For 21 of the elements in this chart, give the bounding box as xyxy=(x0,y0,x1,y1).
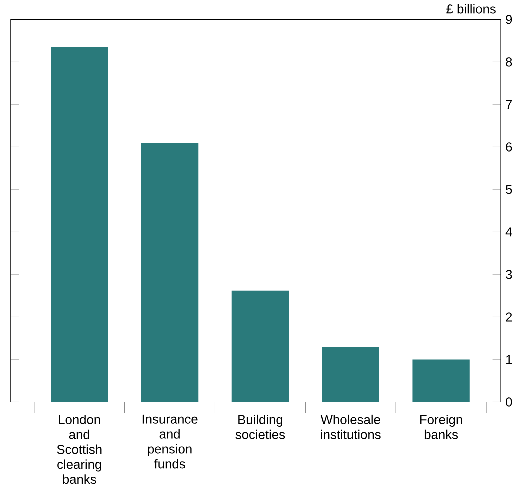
bar xyxy=(322,346,380,402)
x-tick-label: Wholesale institutions xyxy=(320,414,381,440)
y-tick-label: 1 xyxy=(506,355,512,364)
y-tick-label: 6 xyxy=(506,142,512,152)
x-tick-label: Insurance and pension funds xyxy=(142,414,198,469)
bar xyxy=(412,360,470,402)
y-tick-label: 8 xyxy=(506,57,512,67)
y-tick-label: 0 xyxy=(506,397,512,407)
y-tick-label: 5 xyxy=(506,185,512,194)
bar xyxy=(141,142,199,402)
y-tick-label: 9 xyxy=(506,14,512,24)
y-tick-label: 7 xyxy=(506,100,512,109)
x-tick-label: Foreign banks xyxy=(420,414,462,440)
y-tick-label: 3 xyxy=(506,270,512,280)
y-tick-label: 4 xyxy=(506,228,512,236)
y-axis-title: £ billions xyxy=(446,4,496,14)
bar xyxy=(232,290,290,402)
y-tick-label: 2 xyxy=(506,312,512,322)
bar xyxy=(51,47,108,402)
x-tick-label: London and Scottish clearing banks xyxy=(57,414,102,484)
x-tick-label: Building societies xyxy=(236,414,286,440)
